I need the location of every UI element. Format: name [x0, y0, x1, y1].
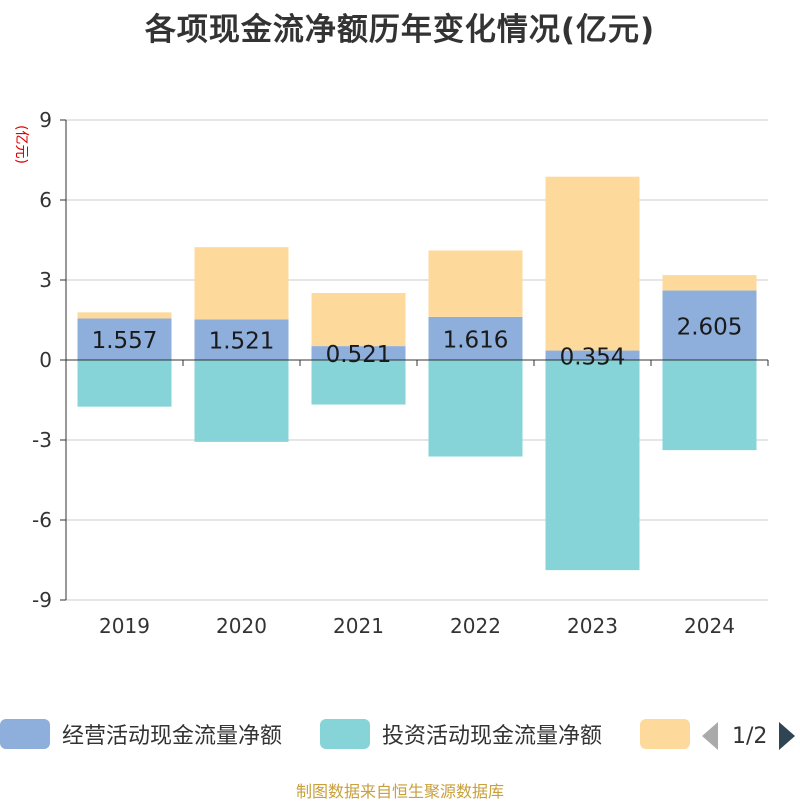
bar-series1-2020[interactable]	[194, 360, 289, 442]
chart-title: 各项现金流净额历年变化情况(亿元)	[144, 12, 656, 48]
bar-series2-2023[interactable]	[545, 176, 640, 351]
axes: -9 -6 -3 0 3 6 9 2019 2020 2021 2022 2023 2024	[32, 108, 769, 638]
bar-series1-2021[interactable]	[311, 360, 406, 405]
bar-series2-2022[interactable]	[428, 250, 523, 317]
bar-series0-2022[interactable]	[428, 316, 523, 360]
bar-series1-2023[interactable]	[545, 360, 640, 571]
y-tick-label: -9	[32, 588, 52, 612]
x-tick-label-2020: 2020	[216, 614, 267, 638]
legend-item-third[interactable]	[640, 716, 690, 752]
legend: 经营活动现金流量净额 投资活动现金流量净额	[0, 716, 800, 756]
y-tick-label: -3	[32, 428, 52, 452]
legend-label-operating: 经营活动现金流量净额	[62, 724, 283, 749]
legend-page-indicator: 1/2	[732, 723, 768, 749]
legend-item-investing[interactable]: 投资活动现金流量净额	[320, 716, 602, 752]
x-tick-label-2024: 2024	[684, 614, 735, 638]
x-tick-label-2021: 2021	[333, 614, 384, 638]
bar-series1-2024[interactable]	[662, 360, 757, 451]
y-tick-label: -6	[32, 508, 52, 532]
bar-series0-2020[interactable]	[194, 319, 289, 360]
y-tick-label: 3	[39, 268, 52, 292]
legend-item-operating[interactable]: 经营活动现金流量净额	[0, 716, 282, 752]
data-label-2024: 2.605	[677, 314, 743, 340]
legend-pager: 1/2	[702, 718, 796, 754]
bar-series1-2019[interactable]	[77, 360, 172, 407]
legend-label-investing: 投资活动现金流量净额	[382, 724, 603, 749]
bar-series0-2021[interactable]	[311, 346, 406, 360]
bar-series0-2024[interactable]	[662, 290, 757, 360]
bar-series2-2021[interactable]	[311, 293, 406, 347]
legend-swatch-operating	[0, 719, 50, 749]
data-label-2021: 0.521	[326, 342, 392, 368]
bar-series0-2019[interactable]	[77, 318, 172, 360]
y-tick-label: 0	[39, 348, 52, 372]
x-tick-label-2023: 2023	[567, 614, 618, 638]
chevron-left-icon[interactable]	[702, 722, 718, 750]
x-tick-label-2022: 2022	[450, 614, 501, 638]
y-tick-label: 9	[39, 108, 52, 132]
bar-series2-2024[interactable]	[662, 275, 757, 291]
bar-series2-2019[interactable]	[77, 312, 172, 319]
data-label-2022: 1.616	[443, 327, 509, 353]
legend-swatch-third	[640, 719, 690, 749]
data-source-note: 制图数据来自恒生聚源数据库	[295, 782, 504, 801]
bars	[77, 176, 757, 571]
data-label-2023: 0.354	[560, 344, 626, 370]
data-label-2020: 1.521	[209, 329, 275, 355]
stacked-bar-chart: -9 -6 -3 0 3 6 9 2019 2020 2021 2022 2023 2024 1.557…	[32, 108, 769, 638]
x-tick-label-2019: 2019	[99, 614, 150, 638]
legend-swatch-investing	[320, 719, 370, 749]
chevron-right-icon[interactable]	[779, 722, 796, 750]
bar-series2-2020[interactable]	[194, 247, 289, 320]
data-labels: 1.557 1.521 0.521 1.616 0.354 2.605	[92, 314, 743, 370]
data-label-2019: 1.557	[92, 328, 158, 354]
gridlines	[66, 119, 768, 601]
bar-series1-2022[interactable]	[428, 360, 523, 457]
y-tick-label: 6	[39, 188, 52, 212]
bar-series0-2023[interactable]	[545, 350, 640, 360]
